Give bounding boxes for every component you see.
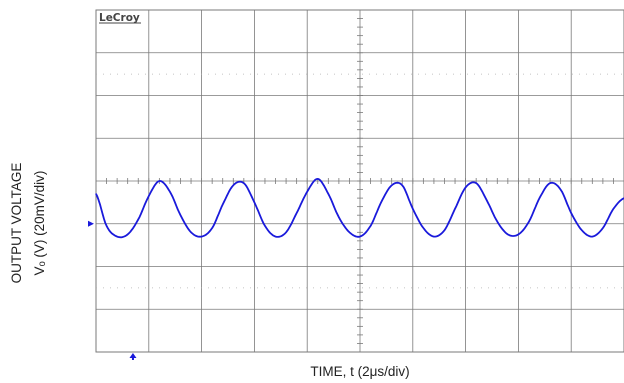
y-axis-label-line1: OUTPUT VOLTAGE xyxy=(9,163,24,284)
trace-point xyxy=(127,233,129,236)
trace-point xyxy=(179,214,182,216)
trace-point xyxy=(359,235,361,238)
trace-point xyxy=(517,233,520,236)
trace-point xyxy=(380,201,382,203)
oscilloscope-grid xyxy=(95,9,624,353)
trace-point xyxy=(264,225,266,227)
trace-point xyxy=(507,233,509,236)
trace-point xyxy=(612,208,615,210)
ground-level-marker xyxy=(88,220,94,227)
trace-point xyxy=(296,212,298,214)
trace-point xyxy=(465,186,467,189)
trace-point xyxy=(201,235,203,238)
trace-point xyxy=(338,216,340,218)
trace-point xyxy=(253,201,255,203)
trace-point xyxy=(591,235,593,238)
trace-point xyxy=(496,221,498,223)
trace-point xyxy=(412,208,414,210)
trace-point xyxy=(391,184,393,186)
trace-point xyxy=(570,212,572,214)
trace-point xyxy=(317,178,319,180)
trace-point xyxy=(211,227,213,229)
trace-point xyxy=(486,199,488,201)
trigger-position-marker xyxy=(129,353,137,358)
trace-point xyxy=(528,221,530,223)
trace-point xyxy=(422,227,424,229)
markers xyxy=(88,220,137,360)
trigger-position-marker-stem xyxy=(131,357,134,360)
trace-point xyxy=(158,180,160,182)
trace-point xyxy=(560,188,562,191)
trace-point xyxy=(222,203,224,206)
trace-point xyxy=(116,235,118,238)
y-axis-label-line2: Vₒ (V) (20mV/div) xyxy=(32,171,47,276)
trace-point xyxy=(105,225,108,227)
trace-point xyxy=(274,235,277,238)
trace-point xyxy=(401,184,403,186)
trace-point xyxy=(232,184,234,186)
trace-point xyxy=(348,231,351,233)
trace-point xyxy=(454,208,456,210)
trace-point xyxy=(95,193,97,195)
trace-point xyxy=(306,191,308,193)
trace-point xyxy=(169,191,171,193)
trace-point xyxy=(538,197,541,199)
trace-point xyxy=(581,229,583,231)
trace-point xyxy=(475,182,477,184)
trace-point xyxy=(602,227,604,229)
x-axis-label: TIME, t (2μs/div) xyxy=(310,364,409,379)
trace-point xyxy=(285,231,287,233)
trace-point xyxy=(190,231,192,233)
trace-point xyxy=(327,193,329,195)
lecroy-logo: LeCroy xyxy=(99,12,140,24)
trace-point xyxy=(243,182,245,184)
trace-point xyxy=(549,182,551,184)
trace-point xyxy=(443,229,446,231)
output-voltage-trace xyxy=(95,177,624,239)
trace-point xyxy=(137,218,139,221)
trace-point xyxy=(148,195,150,197)
trace-point xyxy=(369,225,372,227)
trace-point xyxy=(433,235,435,238)
